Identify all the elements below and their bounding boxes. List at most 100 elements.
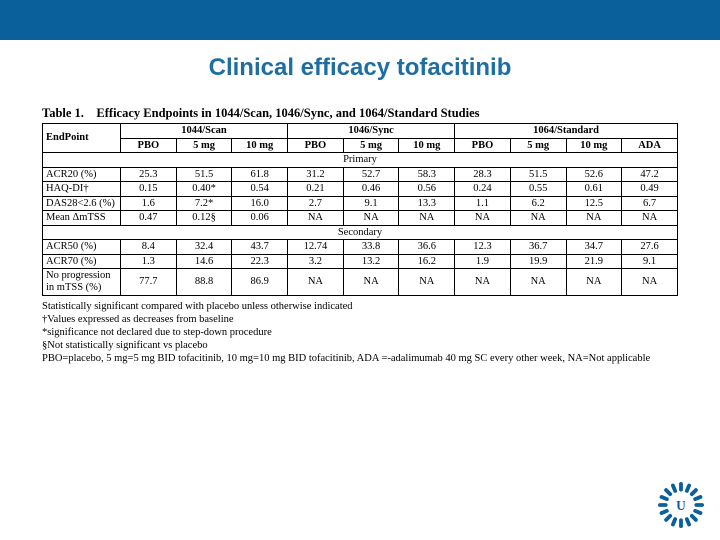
data-cell: 43.7 xyxy=(232,240,288,255)
data-cell: 1.3 xyxy=(121,254,177,269)
row-label-cell: Mean ΔmTSS xyxy=(43,211,121,226)
table-row: HAQ-DI†0.150.40*0.540.210.460.560.240.55… xyxy=(43,182,678,197)
footnotes: Statistically significant compared with … xyxy=(42,300,678,366)
data-cell: NA xyxy=(399,269,455,295)
table-row: DAS28<2.6 (%)1.67.2*16.02.79.113.31.16.2… xyxy=(43,196,678,211)
slide-title: Clinical efficacy tofacitinib xyxy=(0,54,720,82)
data-cell: 1.1 xyxy=(455,196,511,211)
data-cell: NA xyxy=(343,269,399,295)
table-caption-label: Table 1. xyxy=(42,106,84,120)
logo-icon: U xyxy=(658,482,704,528)
col-header-study-0: 1044/Scan xyxy=(121,124,288,139)
data-cell: 27.6 xyxy=(622,240,678,255)
data-cell: NA xyxy=(510,211,566,226)
data-cell: NA xyxy=(288,269,344,295)
col-sub-0-2: 10 mg xyxy=(232,138,288,153)
row-label-cell: ACR70 (%) xyxy=(43,254,121,269)
table-row: ACR20 (%)25.351.561.831.252.758.328.351.… xyxy=(43,167,678,182)
table-row: ACR70 (%)1.314.622.33.213.216.21.919.921… xyxy=(43,254,678,269)
table-body: PrimaryACR20 (%)25.351.561.831.252.758.3… xyxy=(43,153,678,295)
table-section-header-cell: Primary xyxy=(43,153,678,168)
data-cell: NA xyxy=(343,211,399,226)
data-cell: 0.06 xyxy=(232,211,288,226)
data-cell: 14.6 xyxy=(176,254,232,269)
table-section-header: Secondary xyxy=(43,225,678,240)
data-cell: 36.7 xyxy=(510,240,566,255)
col-sub-1-0: PBO xyxy=(288,138,344,153)
data-cell: 58.3 xyxy=(399,167,455,182)
col-sub-0-0: PBO xyxy=(121,138,177,153)
data-cell: 86.9 xyxy=(232,269,288,295)
table-header-row-2: PBO 5 mg 10 mg PBO 5 mg 10 mg PBO 5 mg 1… xyxy=(43,138,678,153)
table-caption-text: Efficacy Endpoints in 1044/Scan, 1046/Sy… xyxy=(96,106,479,120)
data-cell: NA xyxy=(510,269,566,295)
col-header-endpoint: EndPoint xyxy=(43,124,121,153)
data-cell: 0.49 xyxy=(622,182,678,197)
data-cell: 2.7 xyxy=(288,196,344,211)
data-cell: 33.8 xyxy=(343,240,399,255)
data-cell: 21.9 xyxy=(566,254,622,269)
data-cell: 51.5 xyxy=(510,167,566,182)
col-sub-2-3: ADA xyxy=(622,138,678,153)
data-cell: 0.61 xyxy=(566,182,622,197)
data-cell: NA xyxy=(566,211,622,226)
col-sub-2-0: PBO xyxy=(455,138,511,153)
data-cell: 8.4 xyxy=(121,240,177,255)
data-cell: 0.55 xyxy=(510,182,566,197)
data-cell: 0.15 xyxy=(121,182,177,197)
col-sub-1-1: 5 mg xyxy=(343,138,399,153)
footnote-line: PBO=placebo, 5 mg=5 mg BID tofacitinib, … xyxy=(42,352,678,365)
table-header-row-1: EndPoint 1044/Scan 1046/Sync 1064/Standa… xyxy=(43,124,678,139)
data-cell: 7.2* xyxy=(176,196,232,211)
data-cell: 16.0 xyxy=(232,196,288,211)
slide-content: Table 1. Efficacy Endpoints in 1044/Scan… xyxy=(0,106,720,365)
table-section-header-cell: Secondary xyxy=(43,225,678,240)
data-cell: 0.21 xyxy=(288,182,344,197)
data-cell: 9.1 xyxy=(622,254,678,269)
data-cell: 52.6 xyxy=(566,167,622,182)
data-cell: 0.54 xyxy=(232,182,288,197)
data-cell: 52.7 xyxy=(343,167,399,182)
data-cell: 9.1 xyxy=(343,196,399,211)
col-sub-1-2: 10 mg xyxy=(399,138,455,153)
data-cell: 13.2 xyxy=(343,254,399,269)
data-cell: 36.6 xyxy=(399,240,455,255)
data-cell: 0.46 xyxy=(343,182,399,197)
data-cell: 0.40* xyxy=(176,182,232,197)
table-row: No progression in mTSS (%)77.788.886.9NA… xyxy=(43,269,678,295)
data-cell: 12.74 xyxy=(288,240,344,255)
data-cell: NA xyxy=(399,211,455,226)
data-cell: NA xyxy=(455,269,511,295)
data-cell: 32.4 xyxy=(176,240,232,255)
data-cell: 47.2 xyxy=(622,167,678,182)
efficacy-table: EndPoint 1044/Scan 1046/Sync 1064/Standa… xyxy=(42,123,678,296)
data-cell: 1.9 xyxy=(455,254,511,269)
row-label-cell: ACR50 (%) xyxy=(43,240,121,255)
data-cell: 0.56 xyxy=(399,182,455,197)
data-cell: 28.3 xyxy=(455,167,511,182)
data-cell: 0.24 xyxy=(455,182,511,197)
data-cell: 13.3 xyxy=(399,196,455,211)
col-sub-2-1: 5 mg xyxy=(510,138,566,153)
data-cell: 1.6 xyxy=(121,196,177,211)
col-header-study-2: 1064/Standard xyxy=(455,124,678,139)
col-sub-2-2: 10 mg xyxy=(566,138,622,153)
col-sub-0-1: 5 mg xyxy=(176,138,232,153)
data-cell: 6.2 xyxy=(510,196,566,211)
data-cell: 51.5 xyxy=(176,167,232,182)
footnote-line: *significance not declared due to step-d… xyxy=(42,326,678,339)
data-cell: 77.7 xyxy=(121,269,177,295)
data-cell: 19.9 xyxy=(510,254,566,269)
data-cell: NA xyxy=(455,211,511,226)
data-cell: 12.3 xyxy=(455,240,511,255)
data-cell: NA xyxy=(622,211,678,226)
table-row: Mean ΔmTSS0.470.12§0.06NANANANANANANA xyxy=(43,211,678,226)
table-caption: Table 1. Efficacy Endpoints in 1044/Scan… xyxy=(42,106,678,121)
row-label-cell: DAS28<2.6 (%) xyxy=(43,196,121,211)
footnote-line: Statistically significant compared with … xyxy=(42,300,678,313)
row-label-cell: No progression in mTSS (%) xyxy=(43,269,121,295)
data-cell: 0.12§ xyxy=(176,211,232,226)
logo-letter: U xyxy=(676,498,686,513)
data-cell: 3.2 xyxy=(288,254,344,269)
row-label-cell: HAQ-DI† xyxy=(43,182,121,197)
